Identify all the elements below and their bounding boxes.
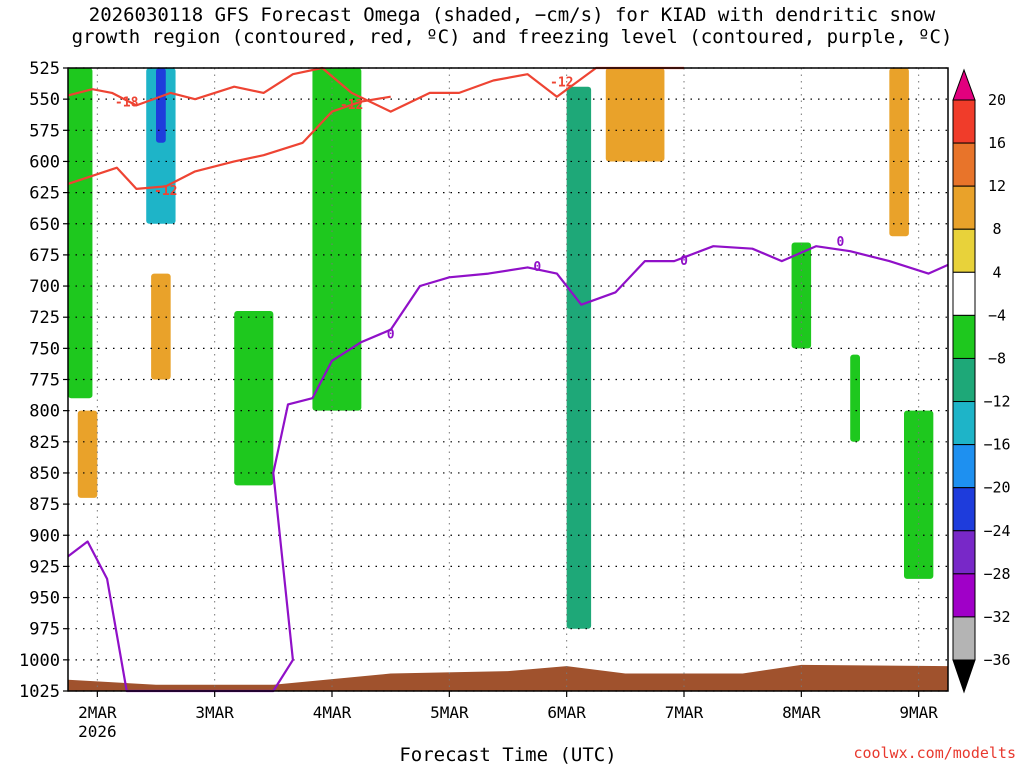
- colorbar-label: −32: [983, 608, 1010, 626]
- colorbar-box: [952, 314, 976, 359]
- x-tick-label: 7MAR: [665, 703, 704, 722]
- colorbar-box: [952, 487, 976, 532]
- x-tick-label: 2MAR: [78, 703, 117, 722]
- y-tick-label: 675: [29, 246, 60, 266]
- colorbar-box: [952, 357, 976, 403]
- colorbar-label: −28: [983, 565, 1010, 583]
- freezing-contour-label: 0: [837, 235, 845, 250]
- y-tick-label: 625: [29, 184, 60, 204]
- credit-text: coolwx.com/modelts: [853, 744, 1016, 762]
- colorbar-label: −36: [983, 651, 1010, 669]
- omega-shaded-region: [77, 410, 98, 498]
- surface-terrain: [68, 664, 948, 691]
- y-tick-label: 750: [29, 339, 60, 359]
- omega-shaded-region: [850, 354, 860, 442]
- omega-shaded-region: [566, 86, 592, 629]
- chart-title-line-1: 2026030118 GFS Forecast Omega (shaded, −…: [88, 4, 936, 26]
- y-tick-label: 575: [29, 121, 60, 141]
- y-tick-label: 775: [29, 371, 60, 391]
- colorbar-box: [952, 185, 976, 230]
- y-tick-label: 900: [29, 526, 60, 546]
- x-tick-label: 8MAR: [782, 703, 821, 722]
- freezing-level-contour: [67, 245, 949, 693]
- colorbar-bottom-arrow: [952, 659, 976, 694]
- colorbar-box: [952, 616, 976, 661]
- colorbar-box: [952, 228, 976, 273]
- colorbar-label: −8: [988, 349, 1006, 367]
- y-tick-label: 1025: [19, 682, 60, 702]
- plot-area: [68, 68, 948, 691]
- snow-contour-label: -12: [550, 76, 573, 91]
- freezing-contour-label: 0: [387, 327, 395, 342]
- omega-shaded-region: [605, 68, 665, 162]
- colorbar-box: [952, 573, 976, 618]
- x-tick-label: 9MAR: [899, 703, 938, 722]
- colorbar-label: 16: [988, 134, 1006, 152]
- chart-title-line-2: growth region (contoured, red, ºC) and f…: [71, 26, 953, 48]
- chart-title: 2026030118 GFS Forecast Omega (shaded, −…: [0, 4, 1024, 48]
- y-tick-label: 875: [29, 495, 60, 515]
- freezing-contour-label: 0: [680, 254, 688, 269]
- snow-growth-lower-contour: [67, 95, 391, 190]
- x-axis-title: Forecast Time (UTC): [0, 744, 1024, 766]
- colorbar-box: [952, 401, 976, 446]
- omega-shaded-region: [68, 68, 93, 399]
- omega-shaded-region: [889, 68, 909, 237]
- colorbar-label: −16: [983, 436, 1010, 454]
- colorbar-label: −20: [983, 479, 1010, 497]
- freezing-contour-label: 0: [533, 260, 541, 275]
- x-tick-label: 3MAR: [195, 703, 234, 722]
- omega-shaded-region: [234, 310, 274, 486]
- x-tick-label: 5MAR: [430, 703, 469, 722]
- omega-shaded-region: [791, 242, 812, 349]
- snow-contour-label: -12: [154, 184, 177, 199]
- colorbar-top-arrow: [952, 68, 976, 101]
- y-tick-label: 950: [29, 589, 60, 609]
- x-tick-sublabel: 2026: [78, 722, 117, 741]
- y-tick-label: 650: [29, 215, 60, 235]
- y-tick-label: 700: [29, 277, 60, 297]
- y-tick-label: 925: [29, 557, 60, 577]
- colorbar-label: 20: [988, 91, 1006, 109]
- colorbar-label: −24: [983, 522, 1010, 540]
- snow-contour-label: -18: [115, 96, 139, 111]
- colorbar-label: 12: [988, 177, 1006, 195]
- y-tick-label: 975: [29, 620, 60, 640]
- y-tick-label: 825: [29, 433, 60, 453]
- omega-shaded-region: [904, 410, 934, 579]
- y-tick-label: 550: [29, 90, 60, 110]
- y-tick-label: 850: [29, 464, 60, 484]
- colorbar-box: [952, 271, 976, 316]
- colorbar-box: [952, 530, 976, 575]
- omega-shaded-region: [312, 68, 362, 411]
- y-tick-label: 600: [29, 152, 60, 172]
- x-tick-label: 4MAR: [313, 703, 352, 722]
- colorbar-label: −4: [988, 306, 1006, 324]
- y-tick-label: 800: [29, 402, 60, 422]
- omega-shaded-region: [156, 68, 166, 143]
- x-tick-label: 6MAR: [547, 703, 586, 722]
- y-tick-label: 1000: [19, 651, 60, 671]
- x-axis-title-text: Forecast Time (UTC): [399, 744, 617, 766]
- colorbar-label: 4: [992, 263, 1001, 281]
- colorbar-box: [952, 142, 976, 187]
- colorbar-label: −12: [983, 393, 1010, 411]
- y-tick-label: 725: [29, 308, 60, 328]
- y-tick-label: 525: [29, 59, 60, 79]
- colorbar-box: [952, 444, 976, 489]
- snow-contour-label: -12: [340, 98, 363, 113]
- colorbar-box: [952, 99, 976, 144]
- omega-shaded-region: [151, 273, 171, 380]
- colorbar-label: 8: [992, 220, 1001, 238]
